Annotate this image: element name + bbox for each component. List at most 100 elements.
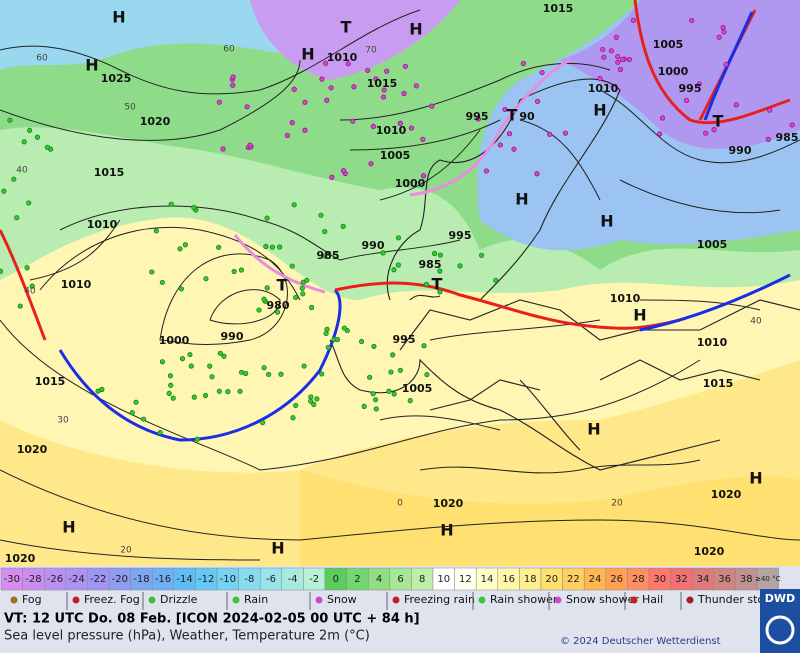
isobar-label: 1010 (610, 292, 641, 305)
precip-symbol (391, 267, 397, 273)
precip-symbol (493, 277, 499, 283)
precip-symbol (367, 374, 373, 380)
scale-label: 16 (502, 574, 515, 585)
precip-symbol (600, 46, 606, 53)
precip-symbol (323, 60, 329, 66)
precip-symbol (483, 168, 490, 174)
precip-symbol (659, 115, 666, 121)
pressure-center: T (713, 112, 724, 131)
precip-symbol (323, 330, 329, 337)
weather-label: Rain (244, 593, 268, 606)
precip-symbol (26, 200, 32, 206)
scale-label: 22 (567, 574, 580, 585)
precip-symbol (194, 436, 200, 442)
precip-symbol (711, 127, 717, 133)
precip-symbol (765, 136, 771, 142)
precip-symbol (534, 171, 540, 177)
pressure-center: H (515, 190, 528, 209)
precip-symbol (264, 215, 270, 221)
precip-symbol (178, 286, 184, 292)
isobar-label: 1010 (61, 278, 92, 291)
precip-symbol (340, 223, 346, 229)
pressure-center: H (633, 306, 646, 325)
grid-label: 20 (611, 499, 623, 509)
isobar-label: 995 (679, 82, 702, 95)
precip-symbol (284, 132, 290, 138)
precip-symbol (626, 56, 633, 63)
precip-symbol (384, 68, 390, 74)
isobar-label: 1000 (159, 334, 190, 347)
weather-icon (686, 596, 694, 604)
scale-label: 30 (653, 574, 666, 585)
precip-symbol (290, 415, 296, 421)
precip-symbol (247, 142, 253, 148)
precip-symbol (157, 430, 163, 436)
isobar-label: 1015 (543, 2, 574, 15)
precip-symbol (345, 61, 351, 67)
isobar-label: 1020 (5, 552, 36, 565)
precip-symbol (407, 398, 413, 404)
precip-symbol (263, 243, 269, 250)
pressure-center: T (507, 106, 518, 125)
isobar-label: 985 (419, 258, 442, 271)
isobar-label: 1010 (87, 218, 118, 231)
precip-symbol (601, 54, 607, 60)
isobar-label: 990 (729, 144, 752, 157)
scale-label: 12 (459, 574, 472, 585)
precip-symbol (689, 17, 695, 24)
precip-symbol (191, 394, 197, 400)
grid-label: 0 (397, 499, 403, 509)
precip-symbol (373, 76, 379, 82)
pressure-center: H (593, 101, 606, 120)
precip-symbol (539, 69, 545, 76)
pressure-center: H (112, 8, 125, 27)
isobar-label: 1010 (327, 51, 358, 64)
warm-front (0, 229, 47, 341)
precip-symbol (597, 75, 603, 82)
occlusion (233, 58, 571, 294)
scale-label: 28 (632, 574, 645, 585)
precip-symbol (716, 34, 722, 40)
isobar-label: 1005 (653, 38, 684, 51)
precip-symbol (381, 87, 387, 93)
weather-icon (630, 596, 638, 604)
precip-symbol (191, 204, 197, 211)
precip-symbol (608, 48, 614, 54)
isobar-label: 1025 (101, 72, 132, 85)
precip-symbol (534, 98, 541, 104)
precip-symbol (380, 250, 386, 256)
precip-symbol (358, 338, 365, 345)
precip-symbol (390, 352, 396, 358)
precip-symbol (397, 120, 403, 126)
precip-symbol (220, 146, 226, 152)
precip-symbol (395, 262, 401, 268)
precip-symbol (289, 263, 295, 269)
precip-symbol (291, 202, 297, 208)
copyright: © 2024 Deutscher Wetterdienst (560, 636, 721, 647)
precip-symbol (630, 17, 637, 23)
precip-symbol (350, 118, 356, 124)
precip-symbol (334, 336, 341, 343)
precip-symbol (401, 90, 407, 97)
pressure-center: H (749, 469, 762, 488)
precip-symbol (1, 188, 7, 194)
grid-label: 40 (750, 317, 762, 327)
precip-symbol (373, 406, 379, 412)
temperature-scale: -30 -28 -26 -24 -22 -20 -18 -16 -14 -12 -10 -8 -6 -4-… (0, 567, 781, 591)
precip-symbol (293, 402, 299, 409)
precip-symbol (328, 85, 334, 91)
isobar-label: 1005 (402, 382, 433, 395)
precip-symbol (380, 94, 387, 100)
scale-label: 14 (481, 574, 494, 585)
description: Sea level pressure (hPa), Weather, Tempe… (4, 629, 370, 644)
precip-symbol (370, 123, 376, 130)
precip-symbol (168, 201, 174, 207)
logo-text: DWD (765, 592, 795, 605)
precip-symbol (24, 265, 30, 271)
pressure-center: H (587, 420, 600, 439)
precip-symbol (351, 84, 357, 90)
scale-label: 36 (718, 574, 731, 585)
isobar-label: 1020 (694, 545, 725, 558)
weather-icon (478, 596, 486, 604)
